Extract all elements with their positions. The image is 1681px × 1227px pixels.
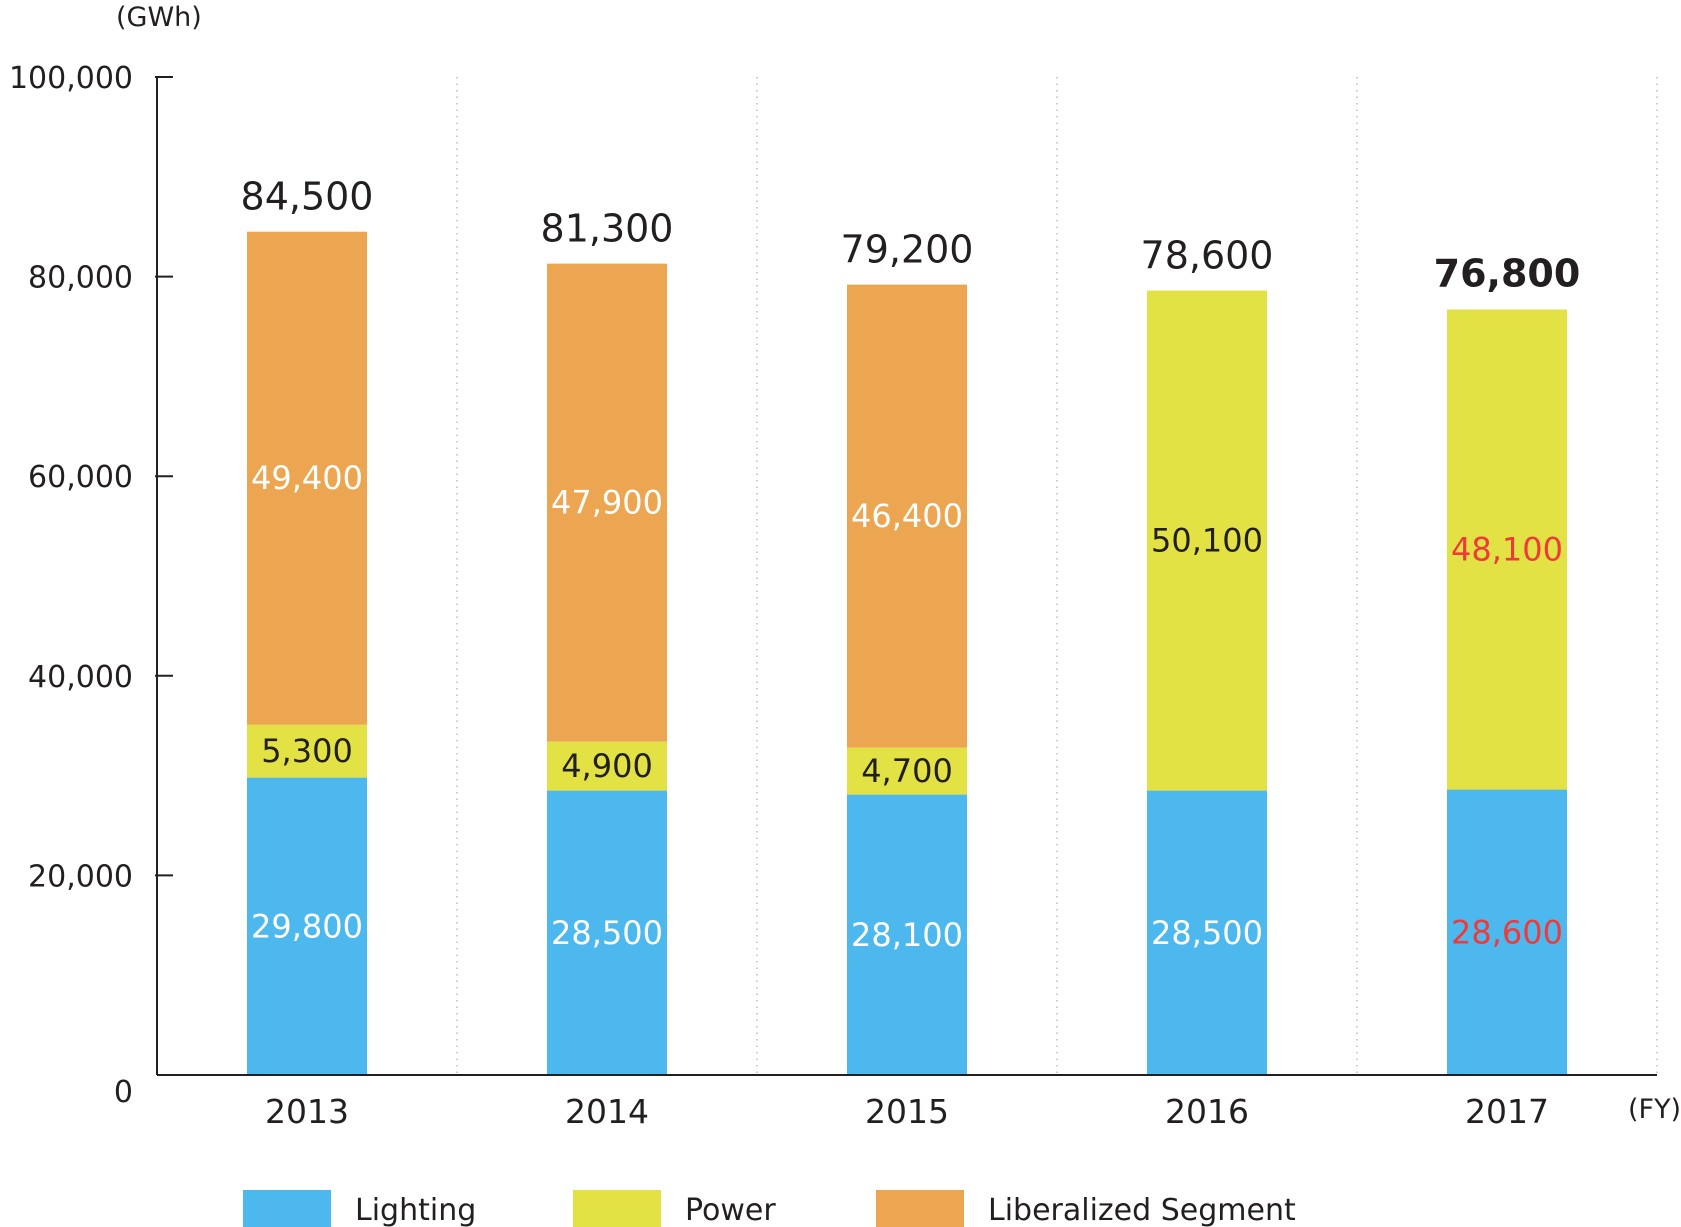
x-tick-label: 2014 bbox=[565, 1092, 649, 1131]
segment-value-label: 48,100 bbox=[1451, 531, 1563, 569]
total-value-label: 81,300 bbox=[541, 207, 674, 251]
x-tick-label: 2015 bbox=[865, 1092, 949, 1131]
bar-segment bbox=[247, 777, 367, 1075]
segment-value-label: 47,900 bbox=[551, 484, 663, 522]
bar-segment bbox=[547, 263, 667, 742]
segment-value-label: 4,900 bbox=[561, 747, 653, 785]
total-value-label: 84,500 bbox=[241, 175, 374, 219]
bar-segment bbox=[847, 794, 967, 1075]
segment-value-label: 28,500 bbox=[1151, 914, 1263, 952]
segment-value-label: 46,400 bbox=[851, 497, 963, 535]
legend-label: Liberalized Segment bbox=[988, 1193, 1296, 1227]
y-tick-label: 60,000 bbox=[28, 460, 133, 495]
axes: 100,000 80,000 60,000 40,000 20,000 0 bbox=[9, 61, 1657, 1110]
x-tick-label: 2016 bbox=[1165, 1092, 1249, 1131]
x-tick-label: 2013 bbox=[265, 1092, 349, 1131]
segment-value-label: 50,100 bbox=[1151, 522, 1263, 560]
bars-group: 29,800 5,300 49,400 84,500 2013 28,500 4,900 47… bbox=[241, 175, 1581, 1131]
bar-segment bbox=[247, 231, 367, 725]
segment-value-label: 5,300 bbox=[261, 732, 353, 770]
bar-segment bbox=[547, 790, 667, 1075]
bar-segment bbox=[1447, 309, 1567, 790]
y-tick-label: 40,000 bbox=[28, 660, 133, 695]
bar-segment bbox=[1147, 790, 1267, 1075]
y-unit-label: (GWh) bbox=[116, 2, 202, 33]
segment-value-label: 29,800 bbox=[251, 907, 363, 945]
total-value-label: 79,200 bbox=[841, 228, 974, 272]
legend-label: Lighting bbox=[355, 1193, 476, 1227]
segment-value-label: 49,400 bbox=[251, 459, 363, 497]
bar-segment bbox=[847, 747, 967, 795]
legend-swatch bbox=[573, 1190, 661, 1227]
bar-segment bbox=[247, 724, 367, 778]
y-tick-label: 0 bbox=[114, 1075, 133, 1110]
segment-value-label: 28,600 bbox=[1451, 913, 1563, 951]
legend-swatch bbox=[876, 1190, 964, 1227]
bar-segment bbox=[1147, 290, 1267, 791]
bar-segment bbox=[1447, 789, 1567, 1075]
legend: Lighting Power Liberalized Segment bbox=[243, 1190, 1296, 1227]
segment-value-label: 28,100 bbox=[851, 916, 963, 954]
y-tick-label: 80,000 bbox=[28, 261, 133, 296]
total-value-label: 78,600 bbox=[1141, 234, 1274, 278]
segment-value-label: 4,700 bbox=[861, 752, 953, 790]
x-tick-label: 2017 bbox=[1465, 1092, 1549, 1131]
y-tick-label: 20,000 bbox=[28, 859, 133, 894]
total-value-label: 76,800 bbox=[1434, 252, 1581, 296]
bar-segment bbox=[847, 284, 967, 748]
bar-segment bbox=[547, 741, 667, 791]
legend-label: Power bbox=[685, 1193, 776, 1227]
legend-swatch bbox=[243, 1190, 331, 1227]
x-unit-label: (FY) bbox=[1628, 1094, 1681, 1125]
segment-value-label: 28,500 bbox=[551, 914, 663, 952]
y-tick-label: 100,000 bbox=[9, 61, 133, 96]
